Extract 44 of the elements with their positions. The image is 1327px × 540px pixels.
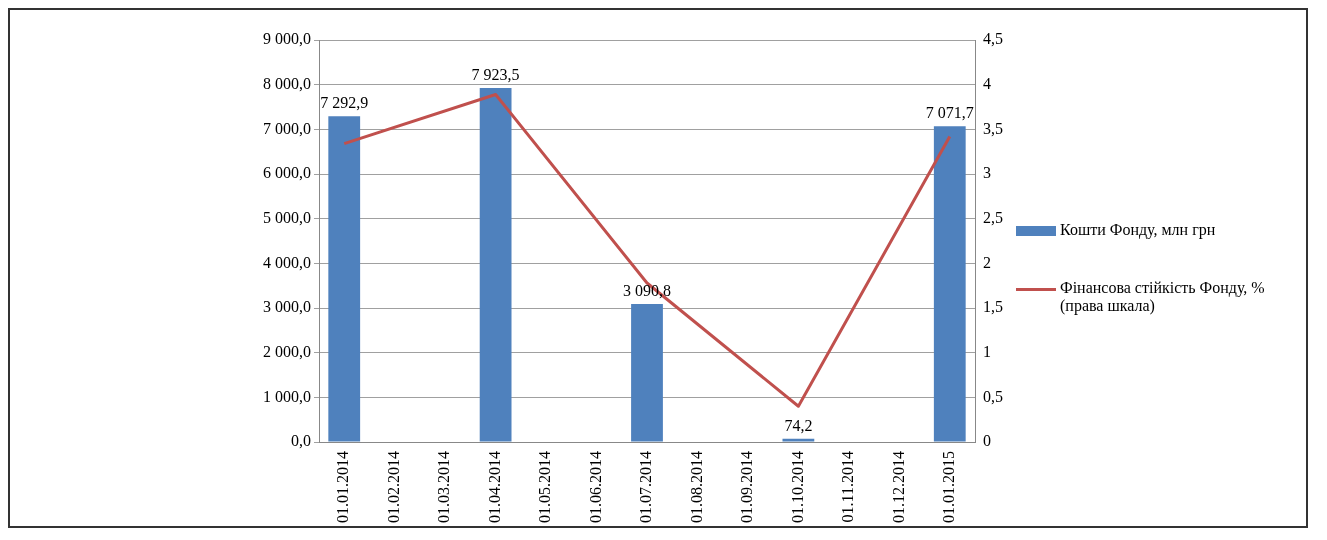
y2-tick-label: 2,5 [983, 208, 1003, 226]
x-tick-label: 01.11.2014 [839, 451, 857, 523]
y2-tick-label: 3 [983, 164, 991, 182]
y2-tick-label: 2 [983, 253, 991, 271]
y2-tick-label: 0 [983, 432, 991, 450]
x-tick-label: 01.04.2014 [485, 451, 503, 523]
y-tick-label: 6 000,0 [263, 164, 311, 182]
y2-tick-label: 3,5 [983, 119, 1003, 137]
y2-tick-label: 1 [983, 342, 991, 360]
x-tick-label: 01.12.2014 [889, 451, 907, 523]
data-label: 7 292,9 [320, 94, 369, 112]
x-tick-label: 01.09.2014 [738, 451, 756, 523]
bar [782, 438, 815, 442]
data-label: 74,2 [784, 416, 813, 434]
data-label: 7 923,5 [471, 66, 520, 84]
x-tick-label: 01.05.2014 [536, 451, 554, 523]
y2-tick-label: 4,5 [983, 30, 1003, 48]
legend-label: Фінансова стійкість Фонду, % (права шкала) [1060, 279, 1266, 315]
x-tick-label: 01.03.2014 [435, 451, 453, 523]
x-tick-label: 01.10.2014 [788, 451, 806, 523]
y-tick-label: 8 000,0 [263, 74, 311, 92]
x-tick-label: 01.07.2014 [637, 451, 655, 523]
y-tick-label: 3 000,0 [263, 298, 311, 316]
y-tick-label: 1 000,0 [263, 387, 311, 405]
bar [479, 88, 512, 442]
bar [631, 303, 663, 442]
y2-tick-label: 0,5 [983, 387, 1003, 405]
x-tick-label: 01.08.2014 [687, 451, 705, 523]
y-tick-label: 7 000,0 [263, 119, 311, 137]
y-tick-label: 2 000,0 [263, 342, 311, 360]
data-label: 7 071,7 [925, 104, 974, 122]
x-tick-label: 01.01.2015 [939, 451, 957, 523]
bar [328, 116, 361, 442]
y2-tick-label: 4 [983, 74, 991, 92]
y-tick-label: 4 000,0 [263, 253, 311, 271]
y-tick-label: 0,0 [291, 432, 311, 450]
x-tick-label: 01.06.2014 [586, 451, 604, 523]
x-tick-label: 01.02.2014 [384, 451, 402, 523]
y2-tick-label: 1,5 [983, 298, 1003, 316]
bar [933, 126, 966, 442]
legend-label: Кошти Фонду, млн грн [1060, 221, 1216, 239]
y-tick-label: 5 000,0 [263, 208, 311, 226]
x-tick-label: 01.01.2014 [334, 451, 352, 523]
y-tick-label: 9 000,0 [263, 30, 311, 48]
